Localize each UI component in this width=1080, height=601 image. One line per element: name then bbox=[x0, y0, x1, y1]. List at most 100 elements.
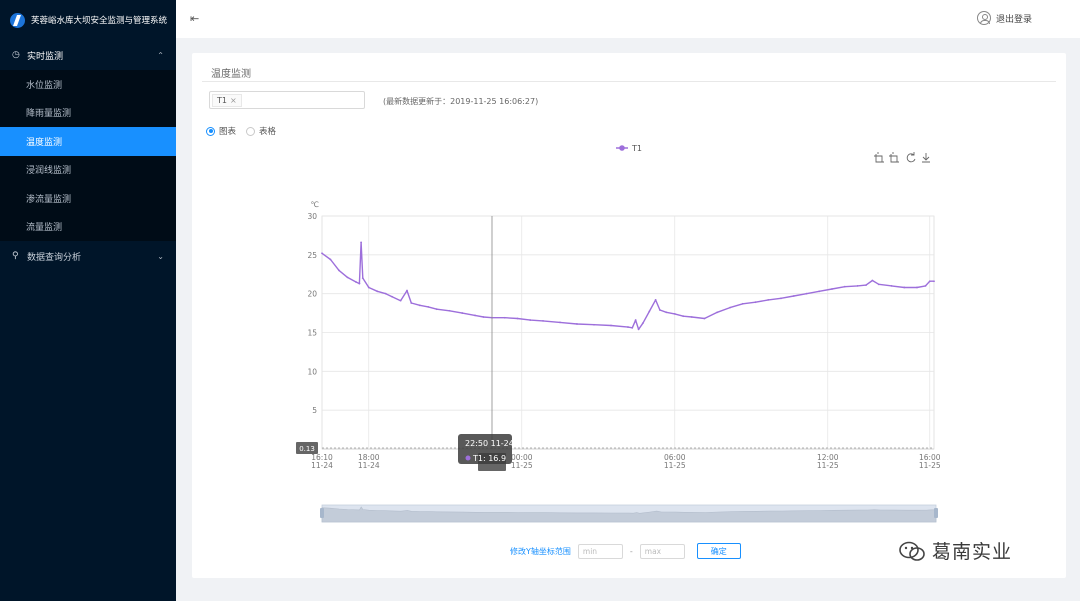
data-zoom-slider[interactable] bbox=[320, 504, 938, 523]
menu-group-label: 数据查询分析 bbox=[27, 252, 82, 263]
data-point bbox=[391, 295, 394, 298]
x-tick-label: 18:00 bbox=[358, 453, 380, 462]
data-point bbox=[673, 312, 676, 315]
sidebar-item-label: 温度监测 bbox=[26, 137, 63, 148]
tooltip-value: T1: 16.9 bbox=[472, 454, 506, 463]
tooltip-time: 22:50 11-24 bbox=[465, 439, 514, 448]
slider-preview bbox=[321, 506, 937, 523]
data-point bbox=[321, 252, 323, 255]
data-point bbox=[338, 269, 340, 272]
data-point bbox=[767, 298, 770, 301]
wechat-icon bbox=[899, 541, 925, 561]
header: ⇤ 退出登录 bbox=[176, 0, 1080, 38]
zoom-reset-icon[interactable] bbox=[889, 152, 899, 163]
temperature-chart[interactable]: T1 051015202530℃16:1011-2418:0011-2400:0… bbox=[192, 53, 1066, 533]
y-range-form: 修改Y轴坐标范围 - 确定 bbox=[510, 543, 741, 559]
data-point bbox=[576, 323, 578, 325]
data-point bbox=[461, 312, 464, 314]
plot-area: 051015202530℃16:1011-2418:0011-2400:0011… bbox=[296, 200, 941, 471]
app-title: 芙蓉峪水库大坝安全监测与管理系统 bbox=[31, 16, 168, 26]
data-point bbox=[406, 289, 408, 292]
menu-group-data-query[interactable]: ⚲ 数据查询分析 ⌄ bbox=[0, 241, 176, 271]
menu-group-realtime[interactable]: ◷ 实时监测 ⌃ bbox=[0, 40, 176, 70]
data-point bbox=[516, 317, 519, 320]
data-point bbox=[384, 292, 387, 295]
x-tick-date: 11-25 bbox=[919, 461, 941, 470]
data-point bbox=[703, 317, 706, 320]
sensor-select[interactable]: T1 × bbox=[209, 91, 365, 109]
sidebar-item-temperature[interactable]: 温度监测 bbox=[0, 127, 176, 156]
x-tick-date: 11-25 bbox=[511, 461, 533, 470]
x-tick-label: 16:10 bbox=[311, 453, 333, 462]
y-tick-label: 10 bbox=[307, 367, 317, 376]
close-icon[interactable]: × bbox=[229, 95, 237, 105]
logout-label: 退出登录 bbox=[995, 14, 1032, 25]
restore-icon[interactable] bbox=[906, 152, 916, 163]
y-min-input[interactable] bbox=[577, 543, 623, 559]
data-point bbox=[361, 277, 364, 280]
radio-dot bbox=[246, 126, 256, 136]
search-icon: ⚲ bbox=[12, 251, 19, 261]
radio-table[interactable]: 表格 bbox=[246, 125, 276, 137]
data-point bbox=[871, 279, 874, 282]
panel-title: 温度监测 bbox=[211, 69, 251, 80]
radio-dot bbox=[206, 126, 215, 136]
x-tick-label: 00:00 bbox=[511, 453, 533, 462]
data-point bbox=[682, 315, 685, 318]
sidebar-item-phreatic-line[interactable]: 浸润线监测 bbox=[0, 156, 176, 185]
data-point bbox=[741, 302, 744, 305]
user-icon bbox=[976, 11, 991, 25]
y-pointer-label: 0.13 bbox=[299, 445, 315, 453]
radio-chart[interactable]: 图表 bbox=[206, 125, 236, 137]
y-tick-label: 5 bbox=[312, 406, 317, 415]
tooltip-marker bbox=[465, 455, 471, 461]
submenu-realtime: 水位监测 降雨量监测 温度监测 浸润线监测 渗流量监测 流量监测 bbox=[0, 70, 176, 241]
slider-handle-right[interactable] bbox=[934, 508, 938, 518]
data-point bbox=[729, 306, 731, 309]
data-point bbox=[903, 286, 906, 289]
update-time: (最新数据更新于：2019-11-25 16:06:27) bbox=[383, 97, 539, 106]
sidebar-item-rainfall[interactable]: 降雨量监测 bbox=[0, 99, 176, 128]
sidebar-item-seepage[interactable]: 渗流量监测 bbox=[0, 184, 176, 213]
sidebar-item-label: 浸润线监测 bbox=[26, 166, 72, 177]
data-point bbox=[503, 316, 506, 319]
data-point bbox=[329, 258, 332, 261]
sensor-tag-label: T1 bbox=[217, 95, 227, 105]
data-point bbox=[637, 328, 640, 331]
slider-handle-left[interactable] bbox=[320, 508, 324, 518]
chart-legend[interactable]: T1 bbox=[616, 144, 642, 153]
data-point bbox=[474, 314, 476, 317]
confirm-button[interactable]: 确定 bbox=[696, 543, 741, 559]
download-icon[interactable] bbox=[922, 153, 930, 163]
sidebar-item-water-level[interactable]: 水位监测 bbox=[0, 70, 176, 99]
data-point bbox=[427, 305, 430, 308]
data-point bbox=[890, 285, 893, 287]
data-point bbox=[805, 292, 808, 295]
temperature-panel: 温度监测 T1 × (最新数据更新于：2019-11-25 16:06:27) … bbox=[192, 53, 1066, 578]
logout-button[interactable]: 退出登录 bbox=[976, 11, 1032, 25]
watermark-text: 葛南实业 bbox=[932, 541, 1013, 563]
x-tick-date: 11-24 bbox=[358, 461, 380, 470]
chevron-down-icon: ⌄ bbox=[157, 251, 164, 261]
sidebar-item-flow[interactable]: 流量监测 bbox=[0, 213, 176, 242]
zoom-icon[interactable] bbox=[874, 152, 884, 163]
data-point bbox=[843, 285, 846, 288]
divider bbox=[202, 81, 1056, 82]
data-point bbox=[627, 326, 629, 328]
menu-fold-icon[interactable]: ⇤ bbox=[190, 12, 200, 25]
data-point bbox=[529, 319, 532, 321]
data-point bbox=[410, 302, 413, 304]
chart-toolbox bbox=[874, 152, 930, 163]
data-point bbox=[648, 310, 651, 313]
data-point bbox=[924, 285, 927, 287]
sensor-tag: T1 × bbox=[212, 93, 242, 107]
y-tick-label: 15 bbox=[307, 329, 317, 338]
data-point bbox=[754, 301, 757, 304]
sidebar-item-label: 流量监测 bbox=[26, 223, 63, 234]
legend-marker bbox=[619, 145, 625, 151]
sidebar-item-label: 降雨量监测 bbox=[26, 109, 72, 120]
y-pointer-label-box bbox=[296, 441, 318, 454]
series-line-T1[interactable] bbox=[321, 241, 934, 331]
x-tick-label: 06:00 bbox=[664, 453, 686, 462]
y-max-input[interactable] bbox=[639, 543, 685, 559]
